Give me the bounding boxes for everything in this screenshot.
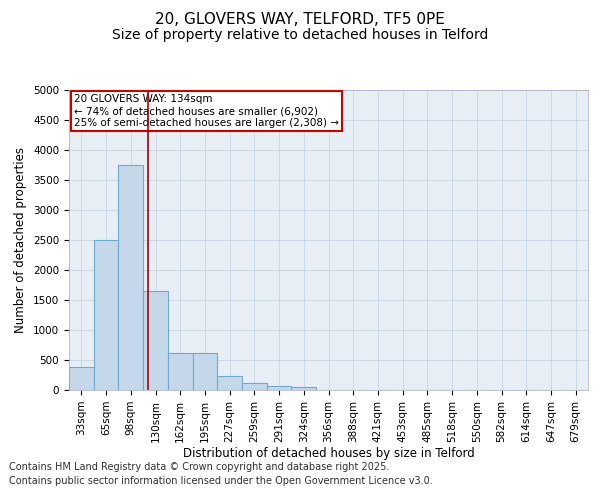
- Bar: [168, 353, 193, 390]
- Text: Size of property relative to detached houses in Telford: Size of property relative to detached ho…: [112, 28, 488, 42]
- Bar: [118, 165, 143, 390]
- Text: 20, GLOVERS WAY, TELFORD, TF5 0PE: 20, GLOVERS WAY, TELFORD, TF5 0PE: [155, 12, 445, 28]
- Bar: [69, 367, 94, 390]
- Bar: [242, 383, 267, 390]
- Text: 20 GLOVERS WAY: 134sqm
← 74% of detached houses are smaller (6,902)
25% of semi-: 20 GLOVERS WAY: 134sqm ← 74% of detached…: [74, 94, 339, 128]
- Text: Contains HM Land Registry data © Crown copyright and database right 2025.: Contains HM Land Registry data © Crown c…: [9, 462, 389, 472]
- Bar: [217, 376, 242, 390]
- Text: Contains public sector information licensed under the Open Government Licence v3: Contains public sector information licen…: [9, 476, 433, 486]
- X-axis label: Distribution of detached houses by size in Telford: Distribution of detached houses by size …: [182, 448, 475, 460]
- Bar: [143, 291, 168, 390]
- Bar: [193, 353, 217, 390]
- Bar: [94, 240, 118, 390]
- Bar: [292, 387, 316, 390]
- Y-axis label: Number of detached properties: Number of detached properties: [14, 147, 28, 333]
- Bar: [267, 386, 292, 390]
